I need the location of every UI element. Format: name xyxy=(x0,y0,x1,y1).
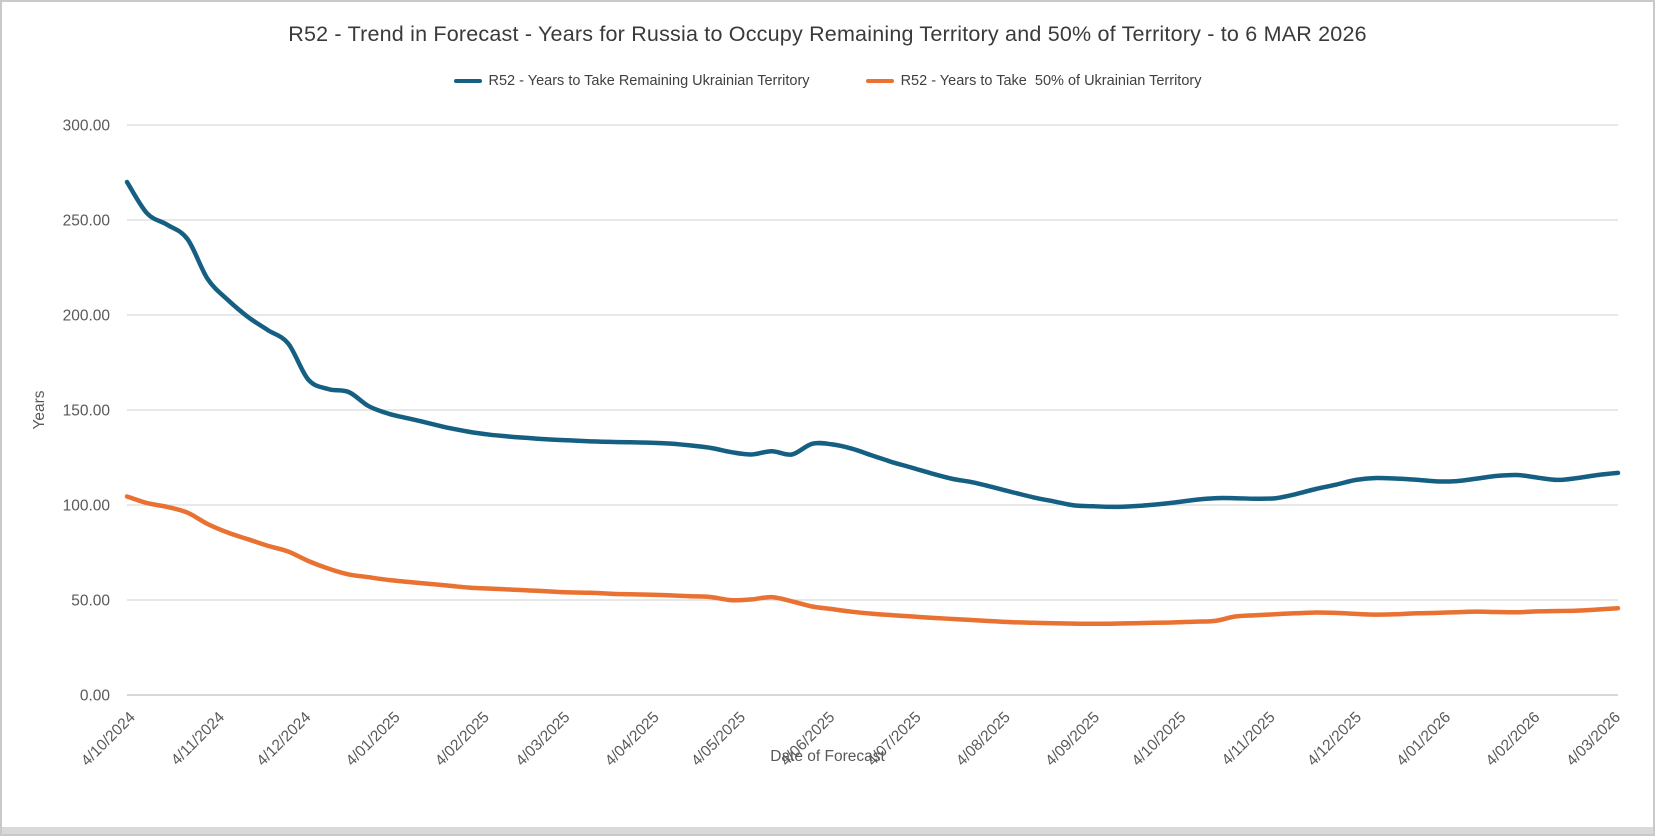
series-line-50pct-territory[interactable] xyxy=(124,494,1621,627)
y-tick-label: 150.00 xyxy=(63,403,111,420)
bottom-strip xyxy=(2,827,1653,834)
y-tick-label: 300.00 xyxy=(63,118,111,135)
legend-label: R52 - Years to Take Remaining Ukrainian … xyxy=(488,73,810,89)
legend-label: R52 - Years to Take 50% of Ukrainian Ter… xyxy=(900,73,1202,89)
legend-line-swatch-blue xyxy=(453,79,482,83)
y-tick-label: 250.00 xyxy=(63,213,111,230)
y-tick-label: 0.00 xyxy=(80,688,111,705)
legend-line-swatch-orange xyxy=(865,79,894,83)
legend-item-50pct-territory[interactable]: R52 - Years to Take 50% of Ukrainian Ter… xyxy=(865,73,1202,89)
chart-title: R52 - Trend in Forecast - Years for Russ… xyxy=(288,22,1367,46)
y-tick-label: 200.00 xyxy=(63,308,111,325)
legend-item-remaining-territory[interactable]: R52 - Years to Take Remaining Ukrainian … xyxy=(453,73,810,89)
y-tick-label: 100.00 xyxy=(63,498,111,515)
y-tick-label: 50.00 xyxy=(71,593,110,610)
x-axis-title: Date of Forecast xyxy=(770,748,885,765)
y-axis-title: Years xyxy=(31,390,48,430)
legend: R52 - Years to Take Remaining Ukrainian … xyxy=(2,73,1653,89)
series-line-remaining-territory[interactable] xyxy=(124,179,1621,510)
